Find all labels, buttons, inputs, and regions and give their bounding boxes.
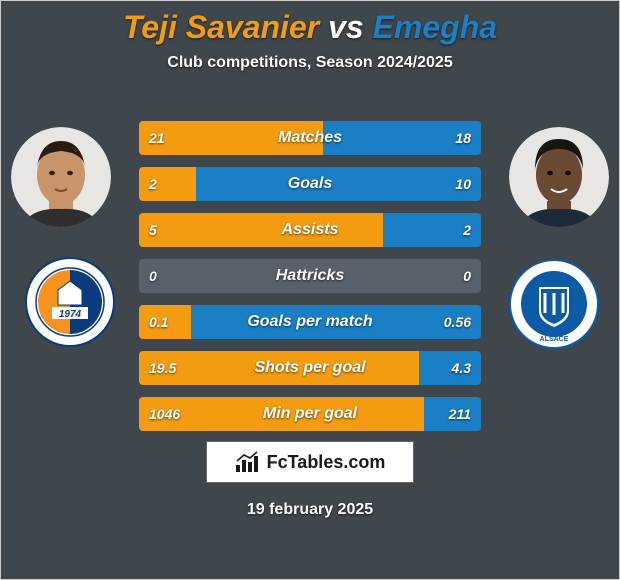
branding-box: FcTables.com (206, 441, 414, 483)
page-title: Teji Savanier vs Emegha (1, 1, 619, 46)
stat-label: Shots per goal (139, 351, 481, 385)
stats-panel: Matches2118Goals210Assists52Hattricks00G… (139, 121, 481, 443)
player2-club-badge: RACING CLUB ALSACE (509, 259, 599, 349)
stat-value-left: 2 (149, 167, 157, 201)
stat-value-left: 0.1 (149, 305, 168, 339)
stat-value-left: 0 (149, 259, 157, 293)
stat-row: Goals2 10 (139, 167, 481, 201)
player1-avatar (11, 127, 111, 227)
branding-text: FcTables.com (267, 452, 386, 473)
player2-avatar (509, 127, 609, 227)
svg-text:RACING CLUB: RACING CLUB (533, 278, 576, 284)
player1-club-badge: 1974 (25, 257, 115, 347)
stat-value-left: 21 (149, 121, 165, 155)
player2-name: Emegha (373, 9, 497, 45)
stat-row: Assists5 2 (139, 213, 481, 247)
vs-text: vs (319, 9, 372, 45)
stat-row: Goals per match0.1 0.56 (139, 305, 481, 339)
stat-label: Assists (139, 213, 481, 247)
stat-row: Min per goal1046 211 (139, 397, 481, 431)
stat-value-right: 211 (449, 397, 471, 431)
svg-text:ALSACE: ALSACE (540, 336, 569, 343)
club-badge-svg-left: 1974 (25, 257, 115, 347)
stat-value-right: 4.3 (452, 351, 471, 385)
subtitle: Club competitions, Season 2024/2025 (1, 54, 619, 72)
stat-row: Matches21 18 (139, 121, 481, 155)
player1-name: Teji Savanier (123, 9, 319, 45)
stat-row: Shots per goal19.5 4.3 (139, 351, 481, 385)
stat-value-right: 0.56 (444, 305, 471, 339)
avatar-svg-left (11, 127, 111, 227)
stat-value-right: 0 (463, 259, 471, 293)
stat-value-right: 18 (455, 121, 471, 155)
stat-label: Hattricks (139, 259, 481, 293)
stat-label: Goals (139, 167, 481, 201)
date-text: 19 february 2025 (1, 501, 619, 519)
stat-label: Goals per match (139, 305, 481, 339)
stat-row: Hattricks0 0 (139, 259, 481, 293)
club-badge-svg-right: RACING CLUB ALSACE (509, 259, 599, 349)
stat-value-right: 10 (455, 167, 471, 201)
stat-label: Min per goal (139, 397, 481, 431)
svg-text:1974: 1974 (59, 309, 82, 320)
stat-value-left: 5 (149, 213, 157, 247)
comparison-card: Teji Savanier vs Emegha Club competition… (0, 0, 620, 580)
branding-icon (235, 451, 261, 473)
stat-value-left: 19.5 (149, 351, 176, 385)
stat-value-left: 1046 (149, 397, 180, 431)
stat-value-right: 2 (463, 213, 471, 247)
stat-label: Matches (139, 121, 481, 155)
avatar-svg-right (509, 127, 609, 227)
